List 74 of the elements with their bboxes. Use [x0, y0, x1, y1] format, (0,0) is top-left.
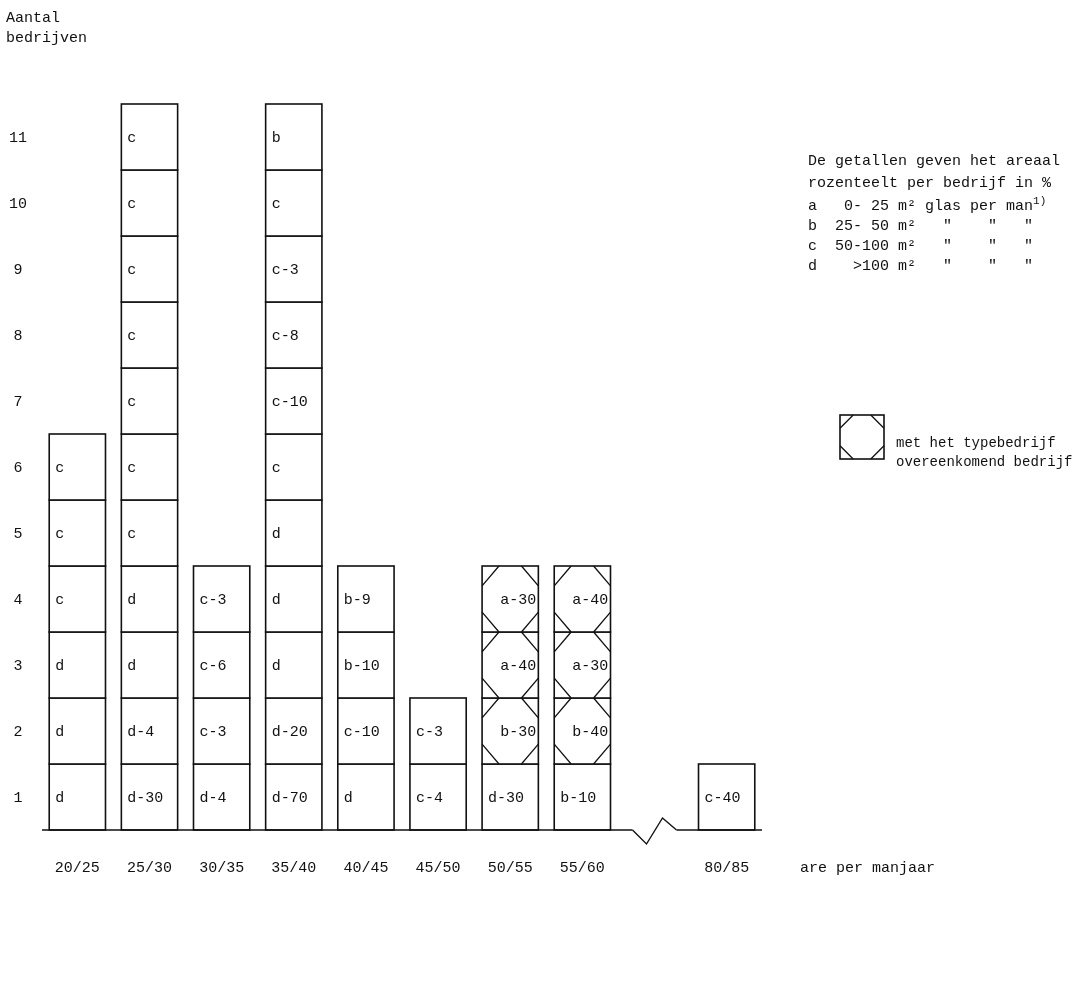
data-label: a-40	[500, 658, 537, 675]
x-tick-label: 35/40	[271, 860, 317, 877]
data-label: a-40	[572, 592, 609, 609]
data-label: d-4	[199, 790, 227, 807]
data-label: c	[55, 526, 65, 543]
y-tick-label: 3	[13, 658, 23, 675]
x-tick-label: 80/85	[704, 860, 750, 877]
y-tick-label: 9	[13, 262, 23, 279]
data-label: d-70	[271, 790, 308, 807]
data-label: b-9	[343, 592, 371, 609]
data-label: c	[127, 394, 137, 411]
y-tick-label: 6	[13, 460, 23, 477]
data-label: b-30	[500, 724, 537, 741]
data-label: c-10	[271, 394, 308, 411]
data-label: b-10	[343, 658, 380, 675]
data-label: c	[127, 196, 137, 213]
data-label: d	[271, 592, 281, 609]
data-label: a-30	[572, 658, 609, 675]
data-label: d-20	[271, 724, 308, 741]
x-tick-label: 30/35	[199, 860, 245, 877]
data-label: c-3	[199, 724, 227, 741]
data-label: c	[127, 460, 137, 477]
data-label: b	[271, 130, 281, 147]
data-label: c-3	[271, 262, 299, 279]
data-label: d	[343, 790, 353, 807]
data-label: c-10	[343, 724, 380, 741]
y-tick-label: 4	[13, 592, 23, 609]
data-label: c	[127, 526, 137, 543]
data-label: d-30	[488, 790, 525, 807]
data-label: c	[127, 328, 137, 345]
y-tick-label: 2	[13, 724, 23, 741]
legend-label: met het typebedrijf overeenkomend bedrijf	[896, 435, 1073, 470]
x-tick-label: 20/25	[54, 860, 100, 877]
data-label: c-8	[271, 328, 299, 345]
text: b 25- 50 m² " " "	[808, 218, 1034, 235]
data-label: c-3	[415, 724, 443, 741]
data-label: d	[271, 658, 281, 675]
y-tick-label: 11	[8, 130, 28, 147]
y-tick-label: 10	[8, 196, 28, 213]
text: a 0- 25 m² glas per man$^{1)}$	[808, 195, 1047, 215]
text: d >100 m² " " "	[808, 258, 1034, 275]
data-label: d	[55, 724, 65, 741]
x-tick-label: 25/30	[126, 860, 172, 877]
data-label: c	[127, 130, 137, 147]
x-tick-label: 55/60	[559, 860, 605, 877]
data-label: d	[55, 790, 65, 807]
data-label: c-40	[704, 790, 741, 807]
data-label: c-6	[199, 658, 227, 675]
data-label: c	[271, 196, 281, 213]
data-label: d-4	[127, 724, 155, 741]
y-tick-label: 1	[13, 790, 23, 807]
x-tick-label: 50/55	[487, 860, 533, 877]
y-tick-label: 8	[13, 328, 23, 345]
x-tick-label: 45/50	[415, 860, 461, 877]
x-axis-title: are per manjaar	[800, 860, 936, 877]
data-label: b-10	[560, 790, 597, 807]
data-label: c	[55, 592, 65, 609]
data-label: c-4	[415, 790, 443, 807]
text: c 50-100 m² " " "	[808, 238, 1034, 255]
data-label: c	[127, 262, 137, 279]
data-label: d	[127, 592, 137, 609]
data-label: c-3	[199, 592, 227, 609]
data-label: c	[271, 460, 281, 477]
data-label: d	[271, 526, 281, 543]
y-tick-label: 7	[13, 394, 23, 411]
y-axis-title: Aantal bedrijven	[6, 10, 88, 47]
data-label: c	[55, 460, 65, 477]
x-tick-label: 40/45	[343, 860, 389, 877]
data-label: d-30	[127, 790, 164, 807]
data-label: d	[127, 658, 137, 675]
data-label: b-40	[572, 724, 609, 741]
y-tick-label: 5	[13, 526, 23, 543]
data-label: d	[55, 658, 65, 675]
data-label: a-30	[500, 592, 537, 609]
